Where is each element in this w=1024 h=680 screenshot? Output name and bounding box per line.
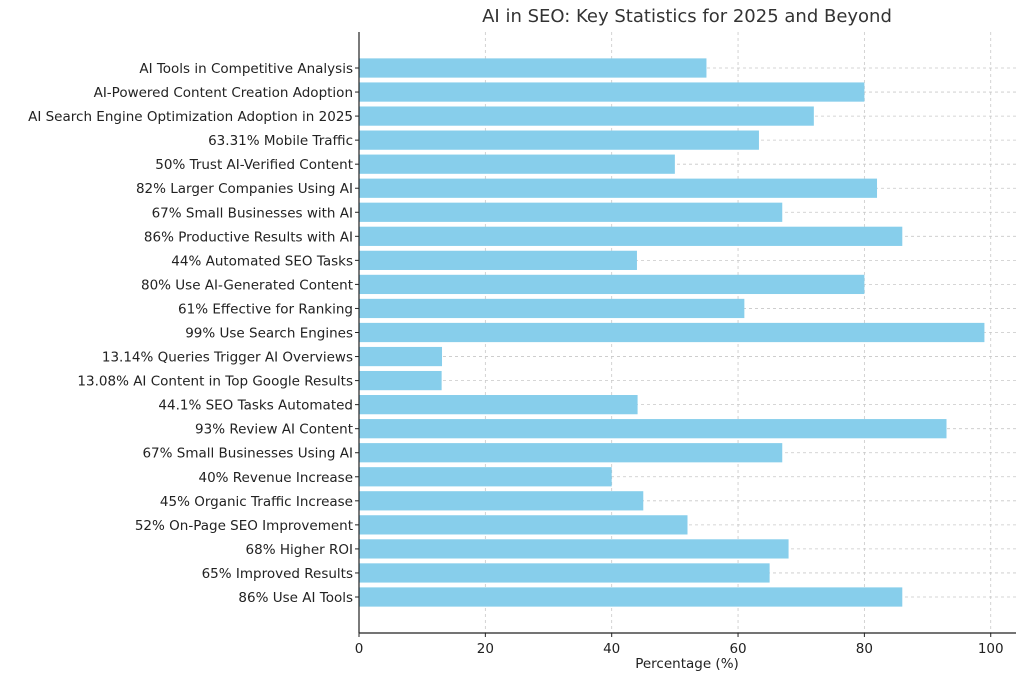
category-label: AI Tools in Competitive Analysis	[139, 61, 353, 77]
x-tick-label: 80	[856, 641, 873, 657]
bars	[355, 58, 985, 607]
x-tick-label: 100	[978, 641, 1004, 657]
bar	[359, 154, 675, 174]
category-label: 52% On-Page SEO Improvement	[135, 518, 353, 534]
bar	[359, 298, 745, 319]
category-label: 44.1% SEO Tasks Automated	[158, 398, 353, 414]
bar	[359, 515, 688, 535]
bar	[359, 106, 814, 126]
category-label: AI Search Engine Optimization Adoption i…	[28, 109, 353, 125]
category-label: 80% Use AI-Generated Content	[141, 277, 353, 293]
x-tick-label: 20	[477, 641, 494, 657]
bar	[359, 250, 637, 270]
x-tick-label: 60	[729, 641, 746, 657]
category-label: 44% Automated SEO Tasks	[171, 253, 353, 269]
bar	[359, 491, 644, 511]
bar	[359, 130, 759, 150]
bar	[359, 346, 443, 367]
category-label: 93% Review AI Content	[195, 422, 353, 438]
category-label: 67% Small Businesses with AI	[152, 205, 353, 221]
category-label: 67% Small Businesses Using AI	[142, 446, 353, 462]
x-ticks: 0 20 40 60 80 100	[355, 633, 1004, 657]
bar	[359, 563, 770, 583]
bar	[359, 587, 903, 607]
bar	[359, 322, 985, 343]
x-tick-label: 40	[603, 641, 620, 657]
category-label: AI-Powered Content Creation Adoption	[94, 85, 353, 101]
bar	[359, 274, 865, 295]
bar	[359, 178, 878, 198]
category-label: 63.31% Mobile Traffic	[208, 133, 353, 149]
category-label: 99% Use Search Engines	[185, 326, 353, 342]
x-axis-label: Percentage (%)	[635, 656, 739, 672]
category-label: 86% Productive Results with AI	[144, 229, 353, 245]
category-label: 68% Higher ROI	[246, 542, 353, 558]
category-label: 65% Improved Results	[202, 566, 353, 582]
category-label: 45% Organic Traffic Increase	[160, 494, 353, 510]
category-label: 13.08% AI Content in Top Google Results	[77, 374, 353, 390]
x-tick-label: 0	[355, 641, 364, 657]
category-label: 40% Revenue Increase	[198, 470, 353, 486]
category-label: 86% Use AI Tools	[238, 590, 353, 606]
bar	[359, 370, 442, 391]
category-label: 61% Effective for Ranking	[178, 301, 353, 317]
chart-title: AI in SEO: Key Statistics for 2025 and B…	[482, 6, 892, 27]
bar	[359, 58, 707, 78]
bar	[359, 443, 783, 463]
bar	[359, 395, 638, 415]
bar	[359, 202, 783, 222]
category-labels: 86% Use AI Tools 65% Improved Results 68% …	[28, 61, 353, 606]
bar	[359, 467, 612, 487]
bar	[359, 82, 865, 102]
category-label: 13.14% Queries Trigger AI Overviews	[102, 350, 353, 366]
bar	[359, 419, 947, 439]
bar	[359, 226, 903, 246]
category-label: 82% Larger Companies Using AI	[136, 181, 353, 197]
bar	[359, 539, 789, 559]
category-label: 50% Trust AI-Verified Content	[155, 157, 353, 173]
